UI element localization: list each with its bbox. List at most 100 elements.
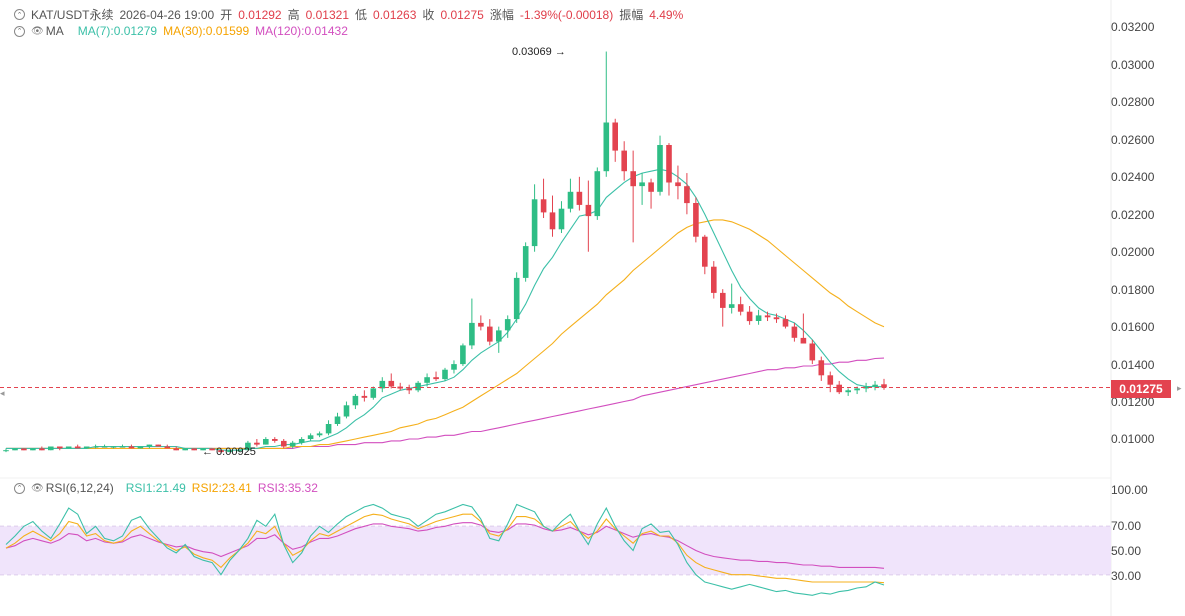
candle-body <box>21 448 27 451</box>
ma-indicator-name[interactable]: MA <box>45 24 64 38</box>
eye-icon[interactable]: 👁 <box>31 25 44 37</box>
candle-body <box>872 384 878 387</box>
candle <box>12 448 18 451</box>
candle <box>549 195 556 237</box>
candle <box>30 448 36 451</box>
candle-body <box>343 405 350 417</box>
candle-body <box>755 315 762 321</box>
candle <box>325 420 332 436</box>
candle <box>809 339 816 365</box>
candle <box>675 165 681 200</box>
candle-body <box>433 377 439 380</box>
candle-body <box>245 442 251 451</box>
candle-body <box>281 440 287 447</box>
ohlc-header: ⌃ KAT/USDT永续 2026-04-26 19:00 开 0.01292 高… <box>14 6 683 23</box>
high-value: 0.01321 <box>305 7 350 22</box>
candle <box>3 448 9 453</box>
price-tick: 0.02000 <box>1111 245 1155 259</box>
candle-body <box>173 448 179 451</box>
candle-body <box>487 326 493 342</box>
candle <box>773 313 780 323</box>
candle-body <box>809 343 816 361</box>
candle <box>146 444 153 449</box>
candle <box>263 437 269 445</box>
candle <box>48 446 54 451</box>
candle <box>522 242 529 282</box>
collapse-icon[interactable]: ⌃ <box>14 25 25 37</box>
low-annotation: ← 0.00925 <box>202 446 256 458</box>
ma30-value: MA(30):0.01599 <box>163 24 250 38</box>
eye-icon[interactable]: 👁 <box>31 482 44 494</box>
candle-body <box>639 182 645 187</box>
candle <box>191 448 197 451</box>
rsi2-value: RSI2:23.41 <box>191 481 252 495</box>
candle-body <box>191 448 197 451</box>
scroll-right-icon[interactable]: ▸ <box>1177 383 1182 393</box>
change-value: -1.39%(-0.00018) <box>519 7 614 22</box>
close-value: 0.01275 <box>440 7 484 22</box>
price-tick: 0.01000 <box>1111 432 1155 446</box>
candle <box>845 388 851 396</box>
candle-body <box>146 444 153 447</box>
candle <box>307 433 314 441</box>
candle <box>218 448 224 454</box>
ma7-value: MA(7):0.01279 <box>77 24 158 38</box>
candle-body <box>737 304 744 312</box>
candle <box>442 367 448 381</box>
candle-body <box>442 369 448 380</box>
candle <box>630 150 636 243</box>
candle-body <box>39 448 45 451</box>
candle-body <box>92 446 99 448</box>
open-value: 0.01292 <box>238 7 282 22</box>
candle-body <box>702 236 708 267</box>
candle <box>728 283 735 314</box>
candle <box>361 390 368 402</box>
candle-body <box>881 384 887 388</box>
candle <box>101 444 108 448</box>
amplitude-value: 4.49% <box>649 7 684 22</box>
candle <box>513 272 520 323</box>
high-annotation-value: 0.03069 <box>512 46 552 58</box>
candle <box>200 448 206 451</box>
candle <box>711 261 717 299</box>
candle <box>585 180 592 252</box>
candle-body <box>236 450 242 452</box>
candle-body <box>594 171 601 217</box>
candle <box>782 315 789 329</box>
rsi1-value: RSI1:21.49 <box>125 481 186 495</box>
candle-body <box>684 186 690 204</box>
candle <box>128 444 135 449</box>
candle-body <box>800 337 807 344</box>
candle <box>504 315 511 338</box>
ma-legend: ⌃ 👁 MA MA(7):0.01279 MA(30):0.01599 MA(1… <box>14 24 348 38</box>
candle-body <box>782 319 789 327</box>
rsi-tick: 30.00 <box>1111 569 1142 583</box>
candle <box>684 173 690 215</box>
candle-body <box>388 380 395 387</box>
candle <box>594 167 601 220</box>
candle <box>666 143 672 196</box>
scroll-left-icon[interactable]: ◂ <box>0 388 5 398</box>
candle-body <box>415 382 421 391</box>
datetime-label: 2026-04-26 19:00 <box>119 7 215 22</box>
rsi-indicator-name[interactable]: RSI(6,12,24) <box>45 481 114 495</box>
candle-body <box>155 444 162 447</box>
candle <box>397 382 403 391</box>
low-annotation-value: 0.00925 <box>216 446 256 458</box>
candle-body <box>693 203 699 237</box>
candle <box>791 322 798 342</box>
candle-body <box>567 191 574 209</box>
candle <box>800 313 807 344</box>
candle <box>460 343 466 366</box>
rsi-legend: ⌃ 👁 RSI(6,12,24) RSI1:21.49 RSI2:23.41 R… <box>14 481 318 495</box>
candle-body <box>863 386 869 389</box>
collapse-icon[interactable]: ⌃ <box>14 9 25 20</box>
candle <box>746 306 753 325</box>
candle-body <box>827 375 834 385</box>
moving-average-lines <box>6 168 885 451</box>
candle-body <box>361 395 368 398</box>
candle <box>720 289 726 327</box>
candle <box>155 444 162 447</box>
collapse-icon[interactable]: ⌃ <box>14 482 25 494</box>
